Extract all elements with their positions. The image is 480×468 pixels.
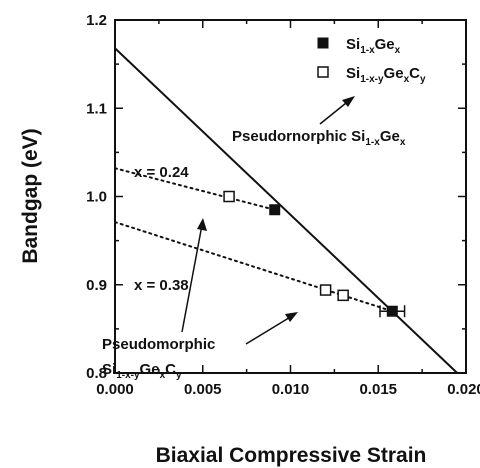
- legend-marker-sigec: [317, 66, 329, 78]
- x-tick-label: 0.015: [359, 381, 397, 398]
- data-point-sige: [269, 204, 281, 216]
- chart-lines: [114, 47, 458, 374]
- data-point-sigec: [223, 190, 235, 203]
- arrow-pseudo-sigec-1: [181, 224, 203, 333]
- data-point-sigec: [337, 289, 349, 302]
- legend: Si1-xGex Si1-x-yGexCy: [317, 36, 426, 85]
- annotation-x038: x = 0.38: [134, 277, 189, 294]
- y-tick-label: 1.0: [86, 189, 107, 206]
- annotation-x024: x = 0.24: [134, 164, 189, 181]
- legend-marker-sige: [317, 37, 329, 49]
- data-point-sige: [386, 305, 398, 317]
- annotation-pseudo-sigec-line1: Pseudomorphic: [102, 336, 215, 353]
- line-x024: [114, 167, 276, 211]
- annotation-pseudo-sigec-line2: Si1-x-yGexCy: [102, 361, 182, 381]
- x-tick-label: 0.005: [184, 381, 222, 398]
- y-tick-label: 1.2: [86, 12, 107, 29]
- x-tick-label: 0.000: [96, 381, 134, 398]
- y-axis-label: Bandgap (eV): [19, 128, 42, 263]
- x-tick-label: 0.020: [447, 381, 480, 398]
- x-tick-label: 0.010: [272, 381, 310, 398]
- arrow-pseudo-sigec-2: [245, 315, 293, 345]
- legend-label-sige: Si1-xGex: [346, 36, 401, 56]
- y-tick-label: 0.8: [86, 365, 107, 382]
- annotation-pseudo-sige: Pseudornorphic Si1-xGex: [232, 128, 406, 148]
- data-points: [223, 190, 406, 318]
- line-x038: [114, 221, 394, 313]
- axis-ticks: 0.000 0.005 0.010 0.015 0.020 0.8 0.9 1.0 1.1 1.2: [86, 12, 480, 398]
- arrowhead-pseudo-sigec-1: [197, 218, 207, 231]
- legend-label-sigec: Si1-x-yGexCy: [346, 65, 426, 85]
- y-tick-label: 0.9: [86, 277, 107, 294]
- arrowhead-pseudo-sige: [342, 96, 355, 107]
- x-axis-label: Biaxial Compressive Strain: [156, 444, 427, 467]
- arrowhead-pseudo-sigec-2: [285, 312, 298, 322]
- y-tick-label: 1.1: [86, 100, 107, 117]
- line-pseudomorphic-sige: [114, 47, 458, 374]
- data-point-sigec: [319, 284, 332, 296]
